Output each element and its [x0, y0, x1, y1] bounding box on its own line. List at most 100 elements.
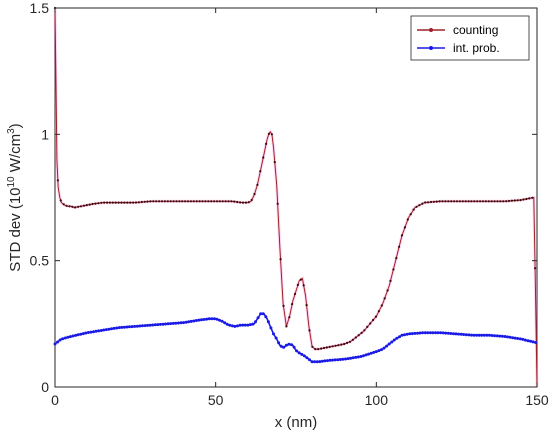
series-point	[464, 333, 468, 337]
series-point	[133, 324, 137, 328]
series-point	[380, 304, 383, 307]
series-layer	[53, 6, 539, 388]
series-point	[344, 357, 347, 361]
series-point	[151, 323, 155, 327]
series-point	[322, 346, 326, 350]
series-point	[472, 333, 476, 337]
series-point	[68, 205, 71, 208]
series-point	[259, 312, 263, 316]
series-point	[233, 200, 236, 203]
x-axis-label: x (nm)	[275, 414, 318, 431]
series-point	[363, 329, 366, 332]
series-point	[392, 268, 395, 271]
series-point	[265, 142, 268, 145]
series-point	[149, 200, 152, 203]
y-tick-label: 0.5	[30, 253, 50, 269]
series-point	[531, 196, 534, 199]
series-point	[230, 324, 234, 328]
series-point	[134, 201, 138, 204]
series-point	[68, 335, 72, 339]
series-point	[453, 200, 456, 203]
series-point	[529, 339, 533, 343]
series-point	[336, 358, 340, 362]
series-point	[112, 326, 116, 330]
legend-label: int. prob.	[453, 41, 500, 55]
series-point	[387, 342, 391, 346]
series-point	[85, 204, 88, 207]
series-point	[432, 200, 435, 203]
series-point	[137, 201, 140, 204]
series-point	[89, 330, 93, 334]
series-point	[207, 317, 211, 321]
series-point	[287, 342, 291, 346]
series-point	[174, 321, 178, 325]
series-point	[195, 200, 198, 203]
series-point	[62, 203, 65, 206]
series-point	[282, 345, 286, 349]
series-point	[452, 332, 455, 336]
series-point	[273, 161, 276, 164]
series-point	[498, 334, 502, 338]
series-point	[534, 341, 538, 344]
series-point	[337, 344, 340, 347]
plot-area	[54, 7, 538, 388]
series-point	[367, 352, 371, 356]
series-point	[187, 320, 191, 324]
series-point	[362, 354, 365, 358]
series-point	[314, 348, 317, 351]
series-point	[462, 333, 466, 336]
series-point	[421, 331, 425, 335]
series-point	[169, 200, 172, 203]
series-point	[202, 318, 206, 321]
series-point	[225, 322, 229, 326]
series-point	[56, 179, 60, 182]
series-point	[522, 198, 525, 201]
series-point	[328, 345, 331, 348]
series-point	[531, 340, 535, 344]
series-point	[138, 324, 142, 328]
series-point	[71, 205, 74, 208]
series-point	[326, 359, 329, 363]
series-point	[513, 199, 516, 202]
series-point	[172, 200, 175, 203]
series-point	[328, 358, 332, 362]
series-point	[143, 324, 147, 328]
series-point	[169, 322, 173, 326]
series-point	[243, 323, 247, 327]
series-point	[251, 322, 255, 326]
series-point	[458, 200, 461, 203]
series-point	[207, 200, 210, 203]
series-point	[285, 325, 288, 328]
series-point	[59, 199, 62, 202]
series-point	[223, 321, 227, 325]
series-point	[182, 321, 185, 325]
series-point	[267, 132, 271, 135]
series-point	[123, 201, 126, 204]
series-point	[317, 348, 320, 351]
series-point	[156, 323, 160, 327]
series-point	[398, 335, 401, 339]
x-tick-label: 150	[525, 392, 549, 408]
series-point	[429, 200, 433, 204]
series-point	[377, 310, 380, 313]
series-point	[334, 344, 337, 347]
series-point	[421, 202, 424, 205]
series-point	[291, 303, 294, 306]
series-point	[313, 360, 317, 364]
series-point	[398, 245, 401, 248]
series-point	[447, 200, 450, 203]
series-point	[148, 323, 152, 327]
series-point	[210, 200, 213, 203]
series-point	[132, 201, 135, 204]
series-point	[120, 201, 123, 204]
series-point	[192, 200, 195, 203]
series-point	[380, 348, 383, 352]
series-point	[473, 200, 476, 203]
series-point	[519, 199, 522, 202]
series-point	[58, 338, 62, 342]
series-point	[296, 283, 299, 286]
series-point	[220, 319, 224, 323]
series-point	[256, 183, 259, 186]
series-point	[457, 332, 461, 336]
